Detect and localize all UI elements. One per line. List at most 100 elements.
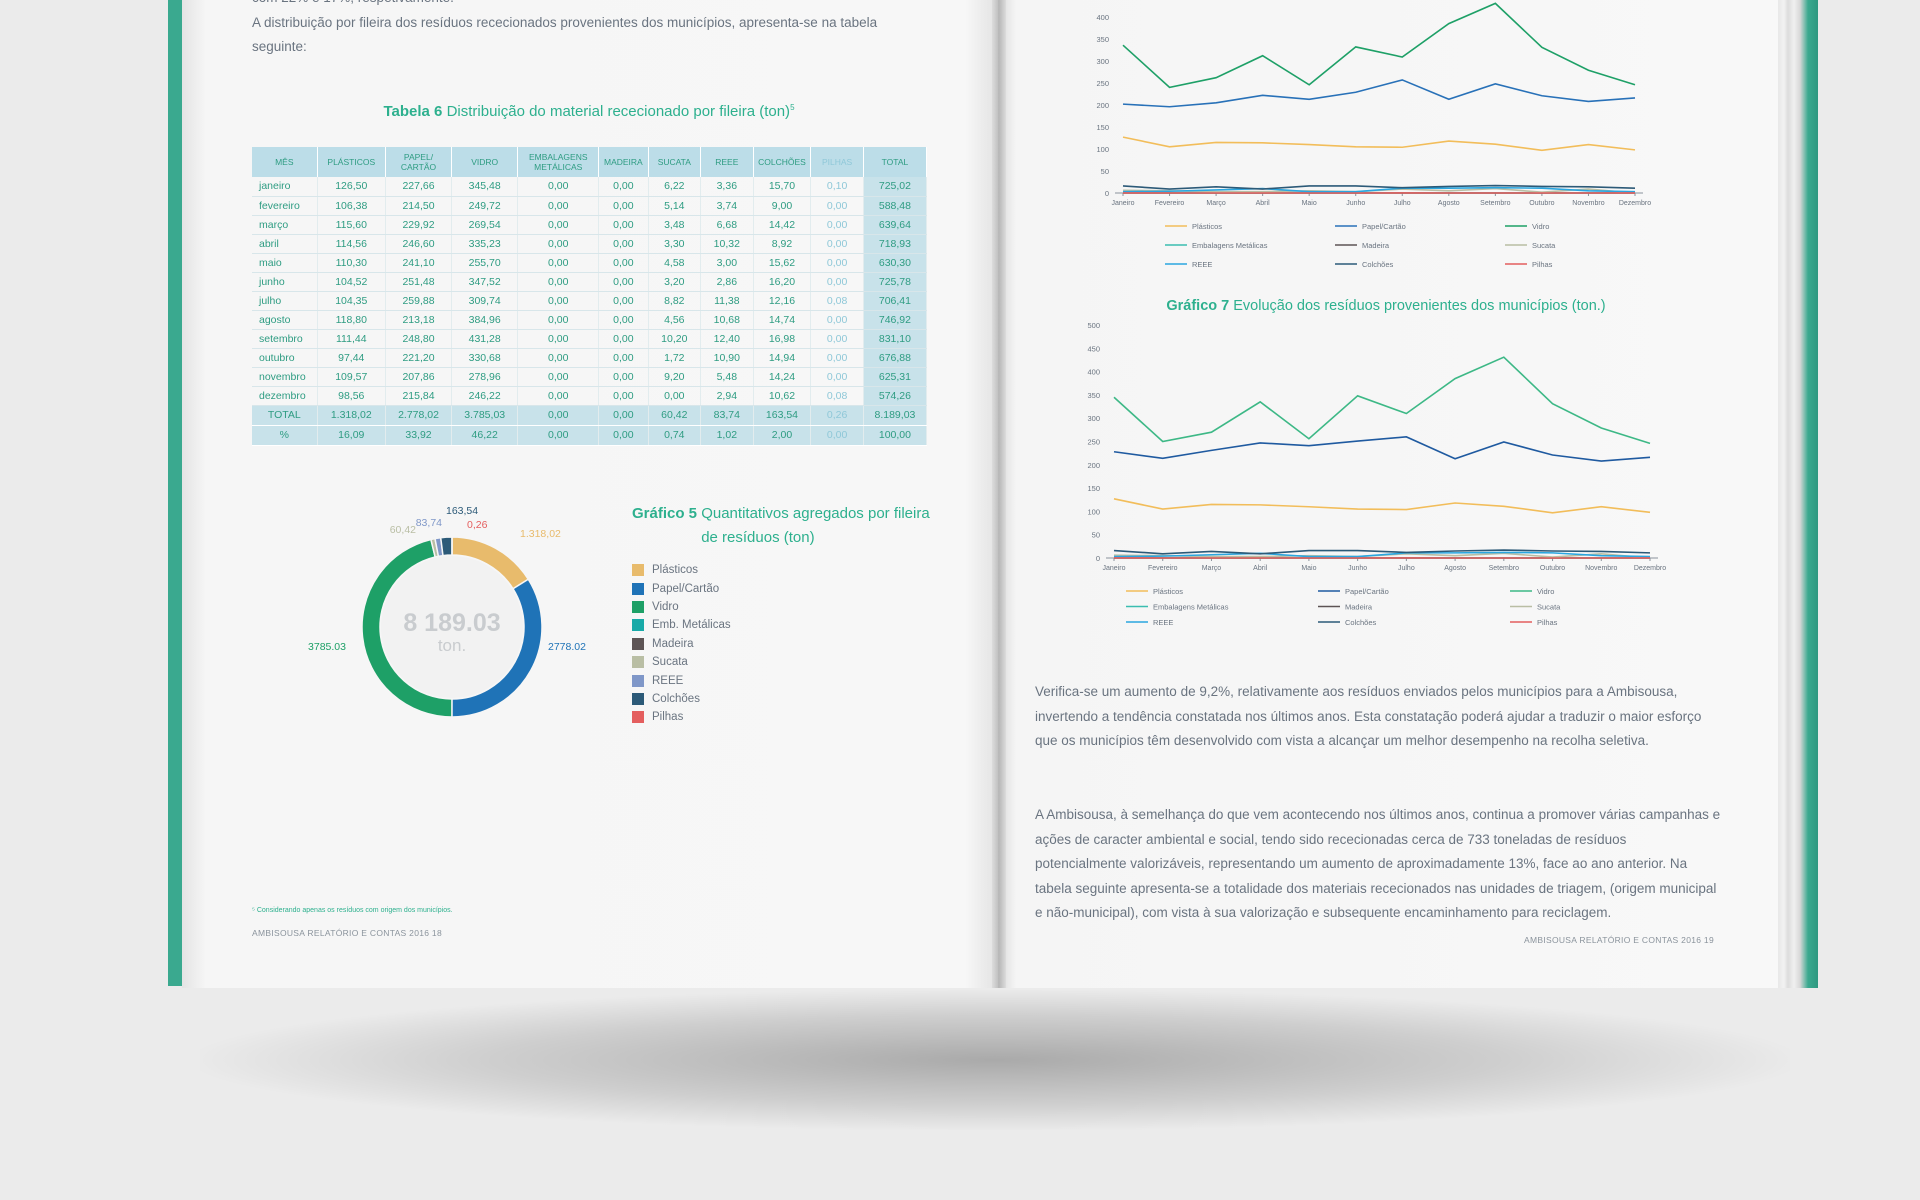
x-tick-label: Dezembro: [1619, 200, 1651, 207]
y-tick-label: 100: [1087, 507, 1100, 516]
table-title-number: Tabela 6: [383, 103, 443, 120]
table-cell: 0,08: [810, 291, 864, 311]
table-cell: 330,68: [451, 348, 519, 368]
table-cell: 104,52: [317, 272, 386, 292]
table-header-7: REEE: [700, 147, 754, 177]
table-cell: 14,74: [753, 310, 812, 330]
table-row: agosto 118,80 213,18 384,96 0,00 0,00 4,56 10,6…: [252, 310, 928, 330]
table-cell: 588,48: [863, 196, 928, 216]
series-line-Papel/Cartão: [1122, 79, 1636, 108]
table-header-9: PILHAS: [810, 147, 864, 177]
table-cell: novembro: [252, 367, 318, 387]
material-table: MÊS PLÁSTICOS PAPEL/CARTÃO VIDRO EMBALAGENS M…: [252, 147, 928, 446]
table-cell: 8,92: [753, 234, 812, 254]
chart-6-svg: 0 50 100 150 200 250 300 350 400 Janeiro Fevereiro…: [1096, 2, 1651, 269]
table-cell: 0,00: [598, 272, 649, 292]
table-cell: 10,90: [700, 348, 754, 368]
paragraph-2: A Ambisousa, à semelhança do que vem aco…: [1035, 807, 1721, 921]
table-cell: 83,74: [700, 405, 754, 426]
table-title-text: Distribuição do material rececionado por…: [446, 103, 791, 120]
legend-label: Vidro: [1532, 222, 1549, 231]
table-cell: 746,92: [863, 310, 928, 330]
y-tick-label: 300: [1096, 57, 1109, 66]
table-row: janeiro 126,50 227,66 345,48 0,00 0,00 6,22 3,3…: [252, 177, 928, 197]
table-cell: 0,00: [598, 405, 649, 426]
table-cell: 0,00: [810, 348, 864, 368]
table-cell: 207,86: [385, 367, 453, 387]
x-tick-label: Agosto: [1444, 565, 1466, 572]
y-tick-label: 250: [1096, 79, 1109, 88]
table-cell: 259,88: [385, 291, 453, 311]
chart-legend: Plásticos Papel/Cartão Vidro Embalagens Met…: [1165, 222, 1556, 269]
table-cell: 246,22: [451, 386, 519, 406]
table-header-6: SUCATA: [648, 147, 702, 177]
donut-label-Pilhas: 0,26: [467, 519, 488, 531]
table-cell: 227,66: [385, 177, 453, 197]
y-tick-label: 500: [1087, 321, 1100, 330]
table-cell: 163,54: [753, 405, 812, 426]
chart-7-title-text: Evolução dos resíduos provenientes dos m…: [1233, 298, 1606, 314]
chart-axes: 0 50 100 150 200 250 300 350 400 450 500 Janeiro Fev…: [1087, 321, 1666, 572]
table-cell: 109,57: [317, 367, 386, 387]
table-cell: 0,00: [517, 253, 600, 273]
table-cell: 574,26: [863, 386, 928, 406]
table-cell: 278,96: [451, 367, 519, 387]
table-cell: 6,68: [700, 215, 754, 235]
table-cell: 0,00: [598, 310, 649, 330]
table-cell: 214,50: [385, 196, 453, 216]
x-tick-label: Fevereiro: [1155, 200, 1185, 207]
series-line-Vidro: [1122, 2, 1636, 89]
table-cell: 0,00: [517, 367, 600, 387]
table-cell: 345,48: [451, 177, 519, 197]
running-footer-left: AMBISOUSA RELATÓRIO E CONTAS 2016 18: [252, 928, 442, 938]
legend-label: Madeira: [652, 637, 694, 650]
y-tick-label: 350: [1096, 35, 1109, 44]
legend-item: Emb. Metálicas: [632, 616, 731, 634]
table-cell: 676,88: [863, 348, 928, 368]
y-tick-label: 150: [1087, 484, 1100, 493]
y-tick-label: 0: [1105, 189, 1109, 198]
table-cell: 347,52: [451, 272, 519, 292]
table-cell: 241,10: [385, 253, 453, 273]
running-footer-right: AMBISOUSA RELATÓRIO E CONTAS 2016 19: [1524, 935, 1714, 945]
table-cell: 9,20: [648, 367, 702, 387]
table-cell: 0,00: [598, 291, 649, 311]
table-cell: 104,35: [317, 291, 386, 311]
table-cell: 0,00: [517, 196, 600, 216]
legend-item: Papel/Cartão: [632, 579, 731, 597]
table-percent-row: % 16,09 33,92 46,22 0,00 0,00 0,74 1,02 2,00 0,00…: [252, 425, 928, 446]
table-cell: 0,00: [598, 329, 649, 349]
table-cell: 10,68: [700, 310, 754, 330]
table-cell: 0,00: [810, 253, 864, 273]
chart-5-legend: Plásticos Papel/Cartão Vidro Emb. Metálicas…: [632, 561, 731, 727]
legend-label: Sucata: [1532, 241, 1556, 250]
table-row: outubro 97,44 221,20 330,68 0,00 0,00 1,72 10,9…: [252, 348, 928, 368]
y-tick-label: 300: [1087, 414, 1100, 423]
x-tick-label: Novembro: [1572, 200, 1604, 207]
table-total-row: TOTAL 1.318,02 2.778,02 3.785,03 0,00 0,00 60,…: [252, 405, 928, 426]
chart-7-svg: 0 50 100 150 200 250 300 350 400 450 500 Janeiro Fev…: [1087, 321, 1666, 627]
legend-swatch: [632, 600, 644, 613]
chart-7-title-number: Gráfico 7: [1166, 298, 1230, 314]
table-cell: 0,00: [598, 253, 649, 273]
table-cell: 718,93: [863, 234, 928, 254]
table-cell: maio: [252, 253, 318, 273]
table-row: setembro 111,44 248,80 431,28 0,00 0,00 10,20 1…: [252, 329, 928, 349]
table-cell: 0,00: [810, 272, 864, 292]
table-cell: 0,00: [810, 310, 864, 330]
table-cell: 0,00: [598, 234, 649, 254]
series-line-REEE: [1122, 186, 1636, 193]
y-tick-label: 400: [1087, 368, 1100, 377]
donut-label-Plásticos: 1.318,02: [520, 528, 561, 540]
table-cell: 0,74: [648, 425, 702, 446]
table-cell: 221,20: [385, 348, 453, 368]
book-cover-right-edge: [1778, 0, 1818, 988]
y-tick-label: 100: [1096, 145, 1109, 154]
footnote: ⁵ Considerando apenas os resíduos com or…: [252, 907, 453, 914]
table-cell: 0,00: [517, 348, 600, 368]
table-cell: 0,26: [810, 405, 864, 426]
table-cell: 97,44: [317, 348, 386, 368]
table-cell: 15,70: [753, 177, 812, 197]
y-tick-label: 250: [1087, 438, 1100, 447]
